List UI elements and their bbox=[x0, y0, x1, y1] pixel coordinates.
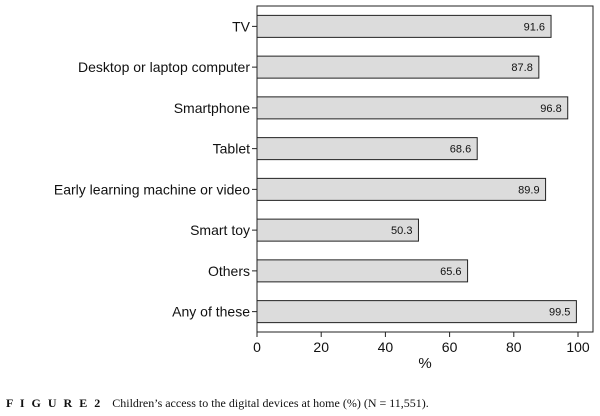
figure-label: F I G U R E 2 bbox=[6, 396, 103, 410]
x-axis-ticks: 0 20 40 60 80 100 bbox=[253, 332, 590, 355]
bar-value-label: 96.8 bbox=[540, 103, 561, 115]
category-labels: TV Desktop or laptop computer Smartphone Ta… bbox=[54, 18, 257, 320]
bar bbox=[256, 14, 552, 38]
bar-value-label: 87.8 bbox=[511, 62, 532, 74]
bar-value-label: 89.9 bbox=[518, 184, 539, 196]
bar bbox=[256, 55, 540, 79]
bar-value-label: 91.6 bbox=[524, 21, 545, 33]
bars-group: 91.6 87.8 96.8 68.6 89.9 50.3 65.6 99.5 bbox=[256, 14, 577, 324]
x-tick-label: 40 bbox=[378, 339, 394, 355]
bar bbox=[256, 137, 478, 161]
x-tick-label: 0 bbox=[253, 339, 261, 355]
category-label: TV bbox=[232, 18, 251, 34]
caption-text: Children’s access to the digital devices… bbox=[112, 396, 429, 410]
bar-value-label: 65.6 bbox=[440, 266, 461, 278]
x-tick-label: 20 bbox=[313, 339, 329, 355]
x-tick-label: 60 bbox=[442, 339, 458, 355]
bar bbox=[256, 300, 577, 324]
category-label: Smart toy bbox=[190, 222, 250, 238]
category-label: Others bbox=[208, 263, 250, 279]
bar-value-label: 68.6 bbox=[450, 144, 471, 156]
plot-frame bbox=[256, 5, 594, 333]
category-label: Desktop or laptop computer bbox=[78, 59, 250, 75]
category-label: Any of these bbox=[172, 304, 250, 320]
figure-caption: F I G U R E 2 Children’s access to the di… bbox=[6, 396, 596, 411]
x-tick-label: 80 bbox=[506, 339, 522, 355]
bar bbox=[256, 259, 469, 283]
bar-value-label: 50.3 bbox=[391, 225, 412, 237]
category-label: Early learning machine or video bbox=[54, 181, 250, 197]
bar-value-label: 99.5 bbox=[549, 307, 570, 319]
bar bbox=[256, 177, 547, 201]
category-label: Smartphone bbox=[174, 100, 250, 116]
x-axis-title: % bbox=[418, 355, 431, 372]
bar-chart: 91.6 87.8 96.8 68.6 89.9 50.3 65.6 99.5 TV Deskt… bbox=[54, 5, 594, 372]
bar bbox=[256, 96, 569, 120]
x-tick-label: 100 bbox=[566, 339, 590, 355]
category-label: Tablet bbox=[213, 141, 250, 157]
